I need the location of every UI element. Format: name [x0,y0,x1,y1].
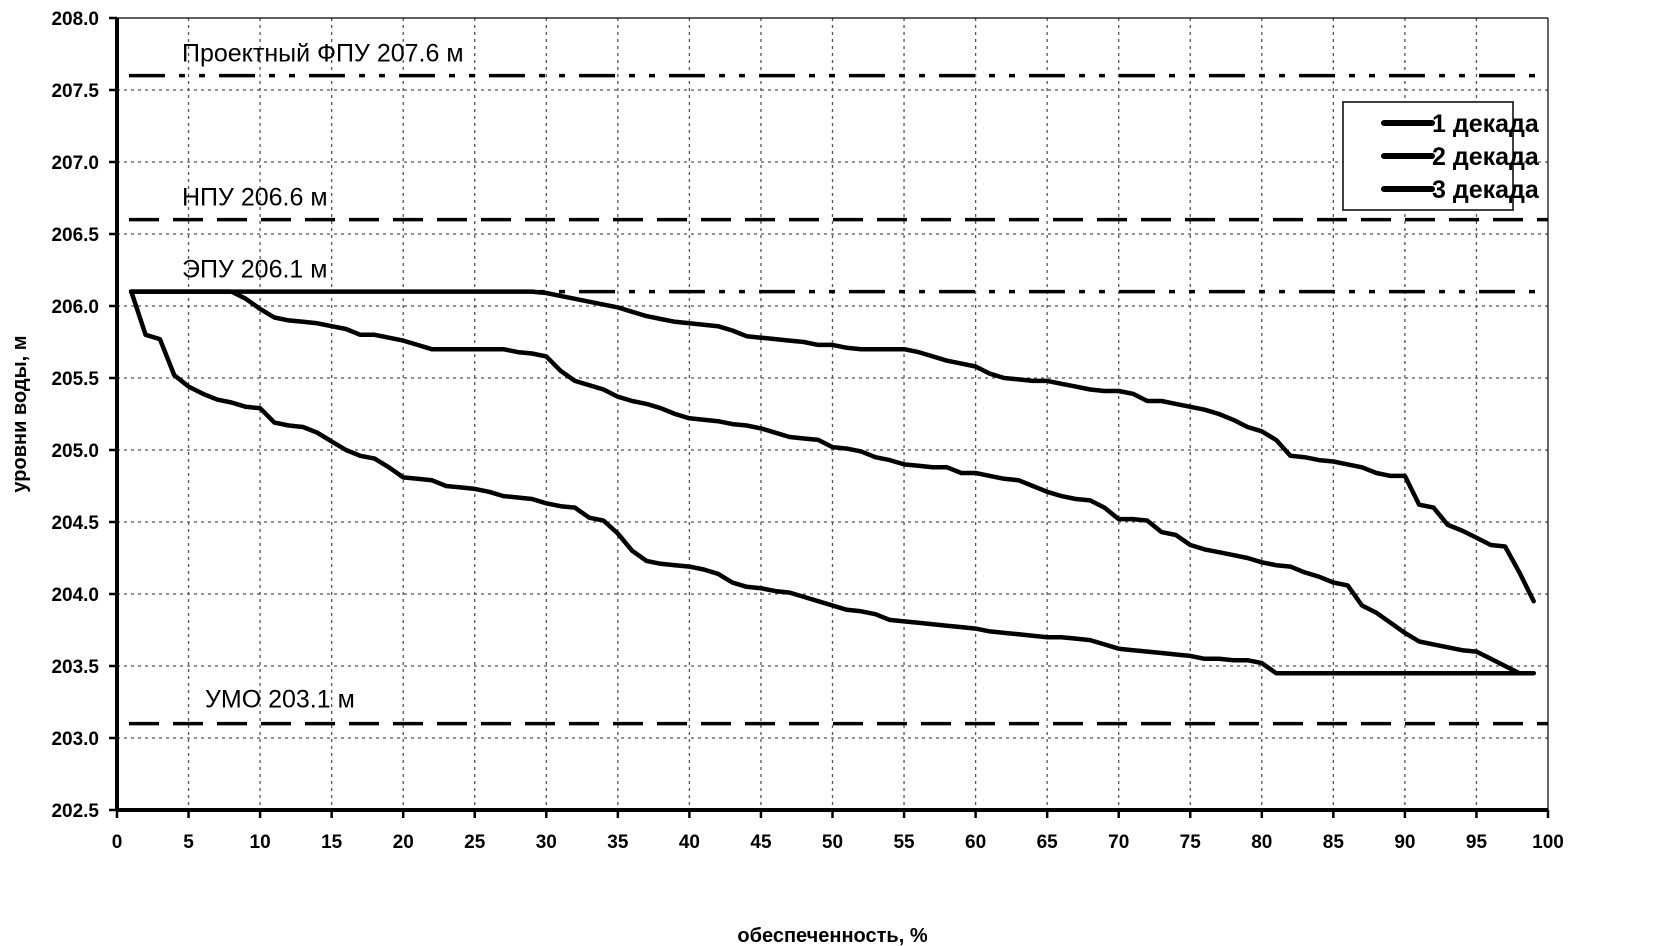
x-tick-label: 45 [750,832,772,853]
x-tick-label: 30 [536,832,557,853]
legend: 1 декада 2 декада 3 декада [1342,101,1540,211]
y-tick-label: 207.5 [51,81,99,102]
y-axis-title: уровни воды, м [9,335,31,492]
y-tick-label: 204.5 [51,513,99,534]
x-tick-label: 90 [1394,832,1415,853]
y-tick-label: 203.0 [51,729,99,750]
x-tick-label: 5 [183,832,194,853]
x-tick-label: 25 [464,832,486,853]
reference-line-label: Проектный ФПУ 207.6 м [182,40,464,68]
y-tick-label: 205.0 [51,441,99,462]
x-tick-label: 0 [112,832,123,853]
y-tick-label: 206.5 [51,225,99,246]
y-tick-label: 205.5 [51,369,99,390]
grid [117,18,1548,810]
x-tick-label: 85 [1323,832,1345,853]
x-tick-label: 60 [965,832,986,853]
x-tick-label: 50 [822,832,843,853]
series-line-2 [129,289,1536,676]
legend-label-1: 1 декада [1432,110,1540,138]
y-tick-label: 203.5 [51,657,99,678]
x-tick-label: 55 [893,832,915,853]
x-tick-label: 15 [321,832,343,853]
y-tick-label: 202.5 [51,801,99,822]
series-line-1 [129,289,1536,676]
y-tick-label: 206.0 [51,297,99,318]
x-tick-label: 100 [1532,832,1564,853]
x-tick-label: 80 [1251,832,1272,853]
x-axis-title: обеспеченность, % [737,925,927,946]
series-lines [129,289,1536,676]
x-tick-label: 35 [607,832,629,853]
reference-line-label: НПУ 206.6 м [182,184,328,212]
y-tick-label: 204.0 [51,585,99,606]
legend-label-2: 2 декада [1432,143,1540,171]
x-tick-label: 70 [1108,832,1129,853]
y-tick-label: 208.0 [51,9,99,30]
x-tick-label: 10 [250,832,271,853]
axes [109,16,1550,818]
y-tick-label: 207.0 [51,153,99,174]
x-tick-label: 20 [393,832,414,853]
x-tick-label: 95 [1466,832,1488,853]
series-line-3 [129,289,1536,604]
reference-lines: Проектный ФПУ 207.6 м НПУ 206.6 м ЭПУ 206.… [129,40,1548,726]
tick-labels: 0 5 10 15 20 25 30 35 40 45 50 55 60 65 70 75 80 85 90 95 10… [51,9,1563,853]
reference-line-label: ЭПУ 206.1 м [182,256,327,284]
x-tick-label: 40 [679,832,700,853]
x-tick-label: 75 [1180,832,1202,853]
x-tick-label: 65 [1037,832,1059,853]
reference-line-label: УМО 203.1 м [205,686,355,714]
legend-items: 1 декада 2 декада 3 декада [1381,110,1540,204]
legend-label-3: 3 декада [1432,176,1540,204]
